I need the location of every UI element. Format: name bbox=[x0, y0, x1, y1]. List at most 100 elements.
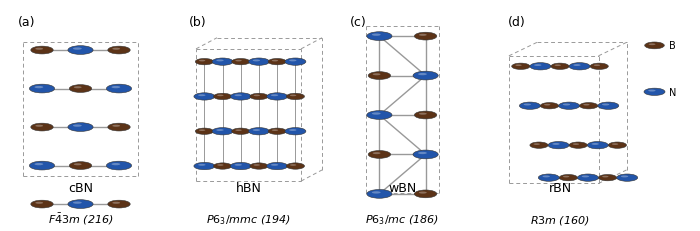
Ellipse shape bbox=[214, 163, 232, 170]
Ellipse shape bbox=[608, 142, 626, 149]
Ellipse shape bbox=[268, 128, 286, 135]
Ellipse shape bbox=[413, 150, 438, 159]
Ellipse shape bbox=[367, 33, 392, 41]
Ellipse shape bbox=[289, 130, 297, 131]
Ellipse shape bbox=[367, 111, 392, 120]
Ellipse shape bbox=[563, 104, 570, 106]
Ellipse shape bbox=[73, 125, 82, 127]
Ellipse shape bbox=[590, 64, 608, 70]
Ellipse shape bbox=[69, 162, 92, 170]
Ellipse shape bbox=[418, 74, 427, 76]
Ellipse shape bbox=[286, 94, 304, 100]
Ellipse shape bbox=[272, 61, 278, 62]
Ellipse shape bbox=[68, 123, 93, 132]
Ellipse shape bbox=[108, 47, 130, 55]
Ellipse shape bbox=[538, 174, 559, 182]
Ellipse shape bbox=[519, 103, 540, 110]
Ellipse shape bbox=[198, 164, 206, 166]
Ellipse shape bbox=[413, 72, 438, 81]
Ellipse shape bbox=[559, 175, 578, 181]
Ellipse shape bbox=[644, 89, 665, 96]
Ellipse shape bbox=[569, 142, 587, 149]
Ellipse shape bbox=[530, 142, 548, 149]
Ellipse shape bbox=[69, 85, 92, 93]
Ellipse shape bbox=[271, 164, 279, 166]
Ellipse shape bbox=[235, 61, 241, 62]
Ellipse shape bbox=[31, 200, 53, 208]
Ellipse shape bbox=[530, 63, 551, 71]
Ellipse shape bbox=[414, 112, 437, 119]
Ellipse shape bbox=[235, 130, 241, 131]
Ellipse shape bbox=[31, 124, 53, 131]
Text: $P6_3/mmc$ (194): $P6_3/mmc$ (194) bbox=[206, 213, 291, 226]
Ellipse shape bbox=[587, 142, 608, 149]
Ellipse shape bbox=[569, 63, 590, 71]
Ellipse shape bbox=[68, 200, 93, 209]
Ellipse shape bbox=[419, 35, 427, 37]
Ellipse shape bbox=[512, 64, 530, 70]
Ellipse shape bbox=[31, 47, 53, 55]
Ellipse shape bbox=[414, 33, 437, 41]
Ellipse shape bbox=[648, 90, 655, 92]
Ellipse shape bbox=[34, 87, 43, 89]
Ellipse shape bbox=[230, 93, 251, 101]
Ellipse shape bbox=[612, 144, 618, 145]
Ellipse shape bbox=[290, 95, 296, 97]
Ellipse shape bbox=[35, 125, 43, 127]
Ellipse shape bbox=[533, 144, 540, 145]
Ellipse shape bbox=[272, 130, 278, 131]
Text: B: B bbox=[668, 41, 676, 51]
Ellipse shape bbox=[552, 143, 560, 145]
Ellipse shape bbox=[372, 34, 381, 37]
Ellipse shape bbox=[253, 130, 260, 131]
Ellipse shape bbox=[212, 128, 233, 135]
Ellipse shape bbox=[551, 64, 569, 70]
Ellipse shape bbox=[68, 46, 93, 55]
Ellipse shape bbox=[598, 175, 617, 181]
Ellipse shape bbox=[271, 95, 279, 97]
Ellipse shape bbox=[74, 87, 82, 89]
Ellipse shape bbox=[250, 94, 268, 100]
Ellipse shape bbox=[534, 65, 541, 67]
Ellipse shape bbox=[73, 48, 82, 51]
Ellipse shape bbox=[542, 176, 550, 178]
Ellipse shape bbox=[285, 128, 306, 135]
Ellipse shape bbox=[253, 60, 260, 62]
Ellipse shape bbox=[544, 104, 550, 106]
Ellipse shape bbox=[112, 49, 120, 51]
Ellipse shape bbox=[598, 103, 619, 110]
Ellipse shape bbox=[253, 95, 260, 97]
Ellipse shape bbox=[649, 44, 655, 46]
Ellipse shape bbox=[602, 104, 609, 106]
Ellipse shape bbox=[368, 72, 391, 80]
Text: wBN: wBN bbox=[389, 181, 416, 194]
Ellipse shape bbox=[217, 95, 223, 97]
Ellipse shape bbox=[645, 43, 664, 50]
Ellipse shape bbox=[216, 60, 224, 62]
Ellipse shape bbox=[548, 142, 569, 149]
Ellipse shape bbox=[217, 164, 223, 166]
Ellipse shape bbox=[112, 125, 120, 127]
Ellipse shape bbox=[35, 202, 43, 204]
Ellipse shape bbox=[418, 152, 427, 155]
Ellipse shape bbox=[34, 163, 43, 166]
Text: rBN: rBN bbox=[548, 181, 572, 194]
Ellipse shape bbox=[111, 87, 120, 89]
Ellipse shape bbox=[35, 49, 43, 51]
Text: cBN: cBN bbox=[68, 181, 93, 194]
Ellipse shape bbox=[106, 85, 132, 94]
Ellipse shape bbox=[194, 93, 215, 101]
Ellipse shape bbox=[216, 130, 224, 131]
Ellipse shape bbox=[621, 176, 629, 178]
Ellipse shape bbox=[414, 190, 437, 198]
Ellipse shape bbox=[367, 190, 392, 198]
Ellipse shape bbox=[286, 163, 304, 170]
Ellipse shape bbox=[573, 65, 580, 67]
Ellipse shape bbox=[419, 192, 427, 194]
Ellipse shape bbox=[285, 59, 306, 66]
Ellipse shape bbox=[248, 128, 270, 135]
Ellipse shape bbox=[234, 164, 242, 166]
Text: N: N bbox=[668, 87, 676, 97]
Ellipse shape bbox=[372, 191, 381, 194]
Ellipse shape bbox=[267, 163, 288, 170]
